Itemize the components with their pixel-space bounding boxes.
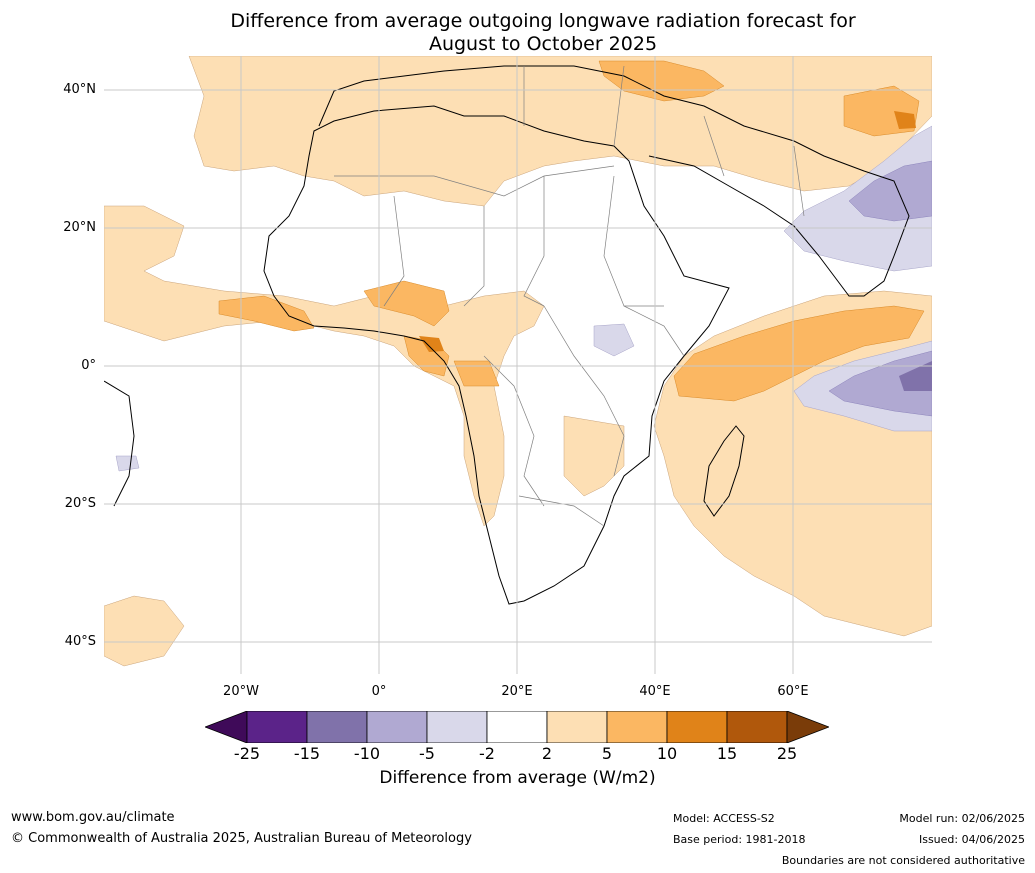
africa-coastline [104, 65, 910, 605]
lon-label-40e: 40°E [639, 684, 671, 699]
map-graphic [104, 56, 932, 674]
lat-label-40s: 40°S [64, 634, 96, 649]
colorbar-bin [666, 711, 728, 743]
anomaly-medium-negative [828, 160, 932, 417]
footer-model-run: Model run: 02/06/2025 [899, 812, 1025, 825]
title-line-1: Difference from average outgoing longwav… [230, 10, 856, 32]
colorbar-tick-label: 5 [601, 744, 613, 763]
colorbar-bin [726, 711, 788, 743]
anomaly-dark-negative [899, 361, 932, 391]
colorbar [205, 711, 829, 743]
lon-label-20w: 20°W [223, 684, 259, 699]
colorbar-bin [306, 711, 368, 743]
colorbar-extend-low [205, 711, 248, 743]
colorbar-tick-label: -10 [353, 744, 381, 763]
footer-disclaimer: Boundaries are not considered authoritat… [781, 854, 1025, 867]
footer-model: Model: ACCESS-S2 [673, 812, 775, 825]
lon-label-20e: 20°E [501, 684, 533, 699]
colorbar-bin [426, 711, 488, 743]
colorbar-tick-label: 15 [716, 744, 738, 763]
lon-label-0: 0° [371, 684, 387, 699]
colorbar-tick-label: -5 [419, 744, 435, 763]
lat-label-0: 0° [81, 358, 96, 373]
lat-label-20s: 20°S [64, 496, 96, 511]
title-line-2: August to October 2025 [428, 33, 658, 55]
colorbar-bin [366, 711, 428, 743]
gridlines [104, 56, 932, 674]
map-panel [104, 56, 932, 674]
footer-base-period: Base period: 1981-2018 [673, 833, 806, 846]
colorbar-bin [486, 711, 548, 743]
colorbar-tick-label: -2 [479, 744, 495, 763]
colorbar-extend-high [786, 711, 829, 743]
lat-label-40n: 40°N [63, 82, 96, 97]
footer-website[interactable]: www.bom.gov.au/climate [11, 810, 175, 825]
country-borders [334, 65, 805, 527]
colorbar-bin [606, 711, 668, 743]
anomaly-strong-positive [419, 111, 916, 352]
colorbar-title: Difference from average (W/m2) [379, 768, 656, 788]
lon-label-60e: 60°E [777, 684, 809, 699]
colorbar-tick-label: -15 [293, 744, 321, 763]
anomaly-medium-positive [218, 60, 925, 402]
chart-title: Difference from average outgoing longwav… [0, 10, 1035, 56]
colorbar-tick-label: -25 [233, 744, 261, 763]
footer-issued: Issued: 04/06/2025 [918, 833, 1025, 846]
lat-label-20n: 20°N [63, 220, 96, 235]
colorbar-tick-label: 10 [656, 744, 678, 763]
colorbar-tick-label: 2 [541, 744, 553, 763]
colorbar-bin [546, 711, 608, 743]
colorbar-tick-label: 25 [776, 744, 798, 763]
footer-copyright: © Commonwealth of Australia 2025, Austra… [11, 831, 472, 846]
colorbar-bin [246, 711, 308, 743]
